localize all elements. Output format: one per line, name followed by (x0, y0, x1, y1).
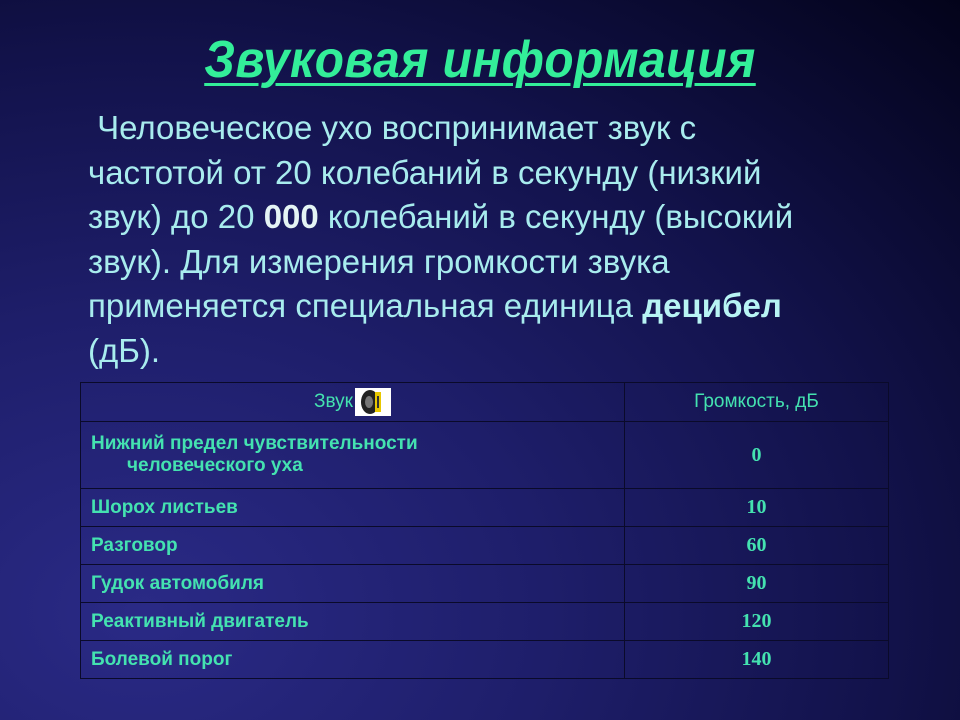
body-line-text: звук) до 20 (88, 198, 264, 235)
speaker-icon (354, 388, 391, 416)
emphasis-term: децибел (642, 287, 782, 324)
db-cell: 0 (624, 421, 889, 489)
sound-line: Нижний предел чувствительности (91, 433, 418, 454)
table-row: Болевой порог 140 (80, 640, 889, 679)
body-text: Человеческое ухо воспринимает звук с час… (88, 106, 908, 373)
header-sound-label: Звук (314, 391, 353, 413)
slide-title: Звуковая информация (204, 31, 756, 89)
table-row: Шорох листьев 10 (80, 488, 889, 527)
sound-cell: Разговор (80, 526, 625, 565)
db-cell: 90 (624, 564, 889, 603)
header-sound: Звук (80, 382, 625, 422)
body-line: частотой от 20 колебаний в секунду (низк… (88, 153, 762, 191)
sound-cell: Гудок автомобиля (80, 564, 625, 603)
header-loudness: Громкость, дБ (624, 382, 889, 422)
body-line-text: применяется специальная единица (88, 287, 643, 324)
body-line: звук) до 20 000 колебаний в секунду (выс… (88, 195, 908, 240)
table-row: Гудок автомобиля 90 (80, 564, 889, 603)
sound-cell: Реактивный двигатель (80, 602, 625, 641)
body-line: звук). Для измерения громкости звука (88, 242, 670, 280)
table-row: Реактивный двигатель 120 (80, 602, 889, 641)
sound-line: человеческого уха (127, 455, 303, 476)
loudness-table: Звук Громкость, дБ Нижний предел чувстви… (80, 382, 889, 679)
body-line: Человеческое ухо воспринимает звук с (88, 106, 908, 151)
db-cell: 140 (624, 640, 889, 679)
body-line: (дБ). (88, 331, 161, 369)
body-line-text: колебаний в секунду (высокий (318, 198, 794, 235)
table-header-row: Звук Громкость, дБ (80, 382, 889, 422)
body-line-text: Человеческое ухо воспринимает звук с (97, 109, 697, 146)
sound-cell: Шорох листьев (80, 488, 625, 527)
sound-cell: Нижний предел чувствительности человеческ… (80, 421, 625, 489)
emphasis-number: 000 (263, 198, 319, 235)
db-cell: 120 (624, 602, 889, 641)
sound-cell: Болевой порог (80, 640, 625, 679)
table-row: Разговор 60 (80, 526, 889, 565)
body-line: применяется специальная единица децибел (88, 284, 908, 329)
table-row: Нижний предел чувствительности человеческ… (80, 421, 889, 489)
db-cell: 60 (624, 526, 889, 565)
db-cell: 10 (624, 488, 889, 527)
